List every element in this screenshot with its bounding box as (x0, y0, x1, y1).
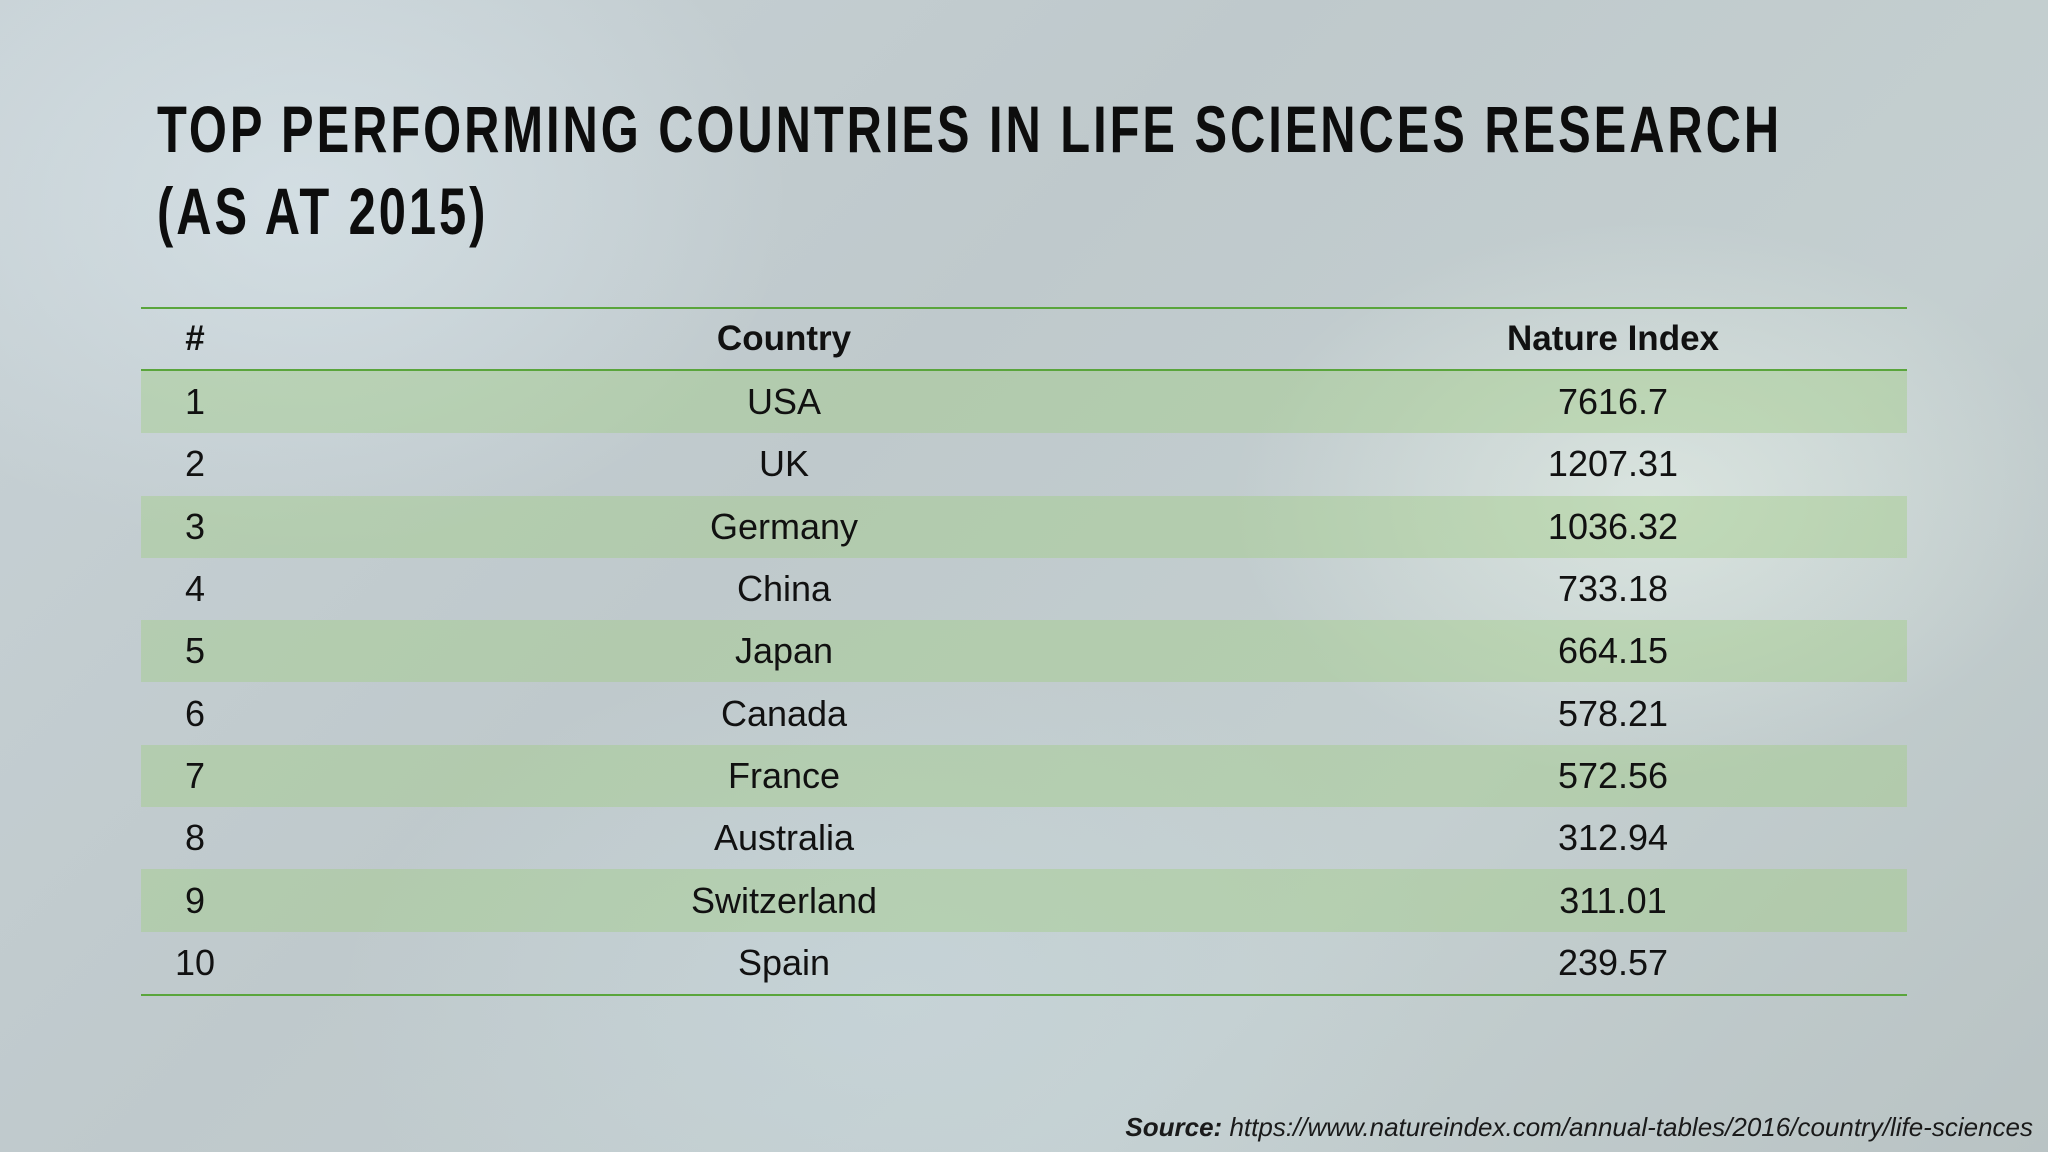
table-cell: Germany (709, 505, 859, 547)
header-row: # Country Nature Index (141, 309, 1907, 371)
table-cell: 312.94 (1557, 817, 1669, 859)
table-cell: Switzerland (690, 879, 878, 921)
table-cell: 10 (174, 941, 216, 983)
source-label: Source: (1125, 1112, 1223, 1142)
table-cell: 3 (184, 505, 206, 547)
table-cell: 664.15 (1557, 630, 1669, 672)
table-cell: 4 (184, 568, 206, 610)
table-cell: 311.01 (1559, 879, 1667, 921)
table-cell: 5 (184, 630, 206, 672)
table-row: 8 Australia 312.94 (141, 807, 1907, 869)
table-cell: 6 (184, 692, 206, 734)
table-cell: China (736, 568, 832, 610)
table-row: 10 Spain 239.57 (141, 932, 1907, 994)
table-cell: 7 (184, 754, 206, 796)
header-cell: Country (716, 319, 852, 358)
header-cell: Nature Index (1507, 319, 1719, 358)
table-cell: 733.18 (1557, 568, 1669, 610)
table-row: 2 UK 1207.31 (141, 433, 1907, 495)
table-cell: Japan (734, 630, 834, 672)
table-row: 6 Canada 578.21 (141, 682, 1907, 744)
table-cell: 578.21 (1557, 692, 1669, 734)
title: TOP PERFORMING COUNTRIES IN LIFE SCIENCE… (157, 88, 1782, 252)
table-cell: 1207.31 (1547, 443, 1679, 485)
title-line: TOP PERFORMING COUNTRIES IN LIFE SCIENCE… (157, 92, 1783, 166)
table-cell: Australia (713, 817, 855, 859)
table-cell: Canada (720, 692, 848, 734)
table-cell: 239.57 (1557, 941, 1669, 983)
table: # Country Nature Index 1 USA 7616.7 2 UK 1207.31… (141, 307, 1907, 996)
table-cell: 572.56 (1557, 754, 1669, 796)
table-cell: 7616.7 (1557, 381, 1669, 423)
table-cell: USA (746, 381, 822, 423)
table-cell: 2 (184, 443, 206, 485)
table-row: 3 Germany 1036.32 (141, 495, 1907, 558)
table-cell: 8 (184, 817, 206, 859)
table-cell: 1036.32 (1547, 505, 1679, 547)
table-row: 5 Japan 664.15 (141, 620, 1907, 683)
table-cell: UK (758, 443, 810, 485)
source: Source: https://www.natureindex.com/annu… (1125, 1112, 2033, 1143)
table-cell: 9 (184, 879, 206, 921)
table-cell: 1 (184, 381, 206, 423)
table-row: 4 China 733.18 (141, 558, 1907, 620)
table-row: 7 France 572.56 (141, 744, 1907, 808)
source-url: https://www.natureindex.com/annual-table… (1229, 1112, 2033, 1142)
table-cell: France (727, 754, 841, 796)
table-row: 9 Switzerland 311.01 (141, 869, 1907, 932)
title-line: (AS AT 2015) (157, 174, 489, 248)
table-row: 1 USA 7616.7 (141, 371, 1907, 434)
table-cell: Spain (737, 941, 831, 983)
header-cell: # (185, 319, 205, 358)
